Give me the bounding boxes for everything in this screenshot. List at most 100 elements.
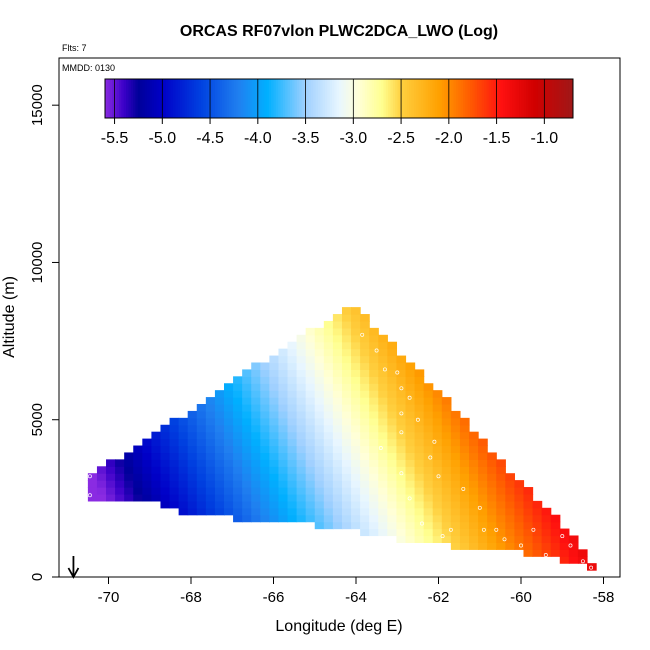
heatmap-cell [360,327,370,336]
heatmap-cell [351,397,361,405]
data-point [378,446,383,450]
heatmap-cell [450,487,461,495]
colorbar-segment [516,79,520,118]
heatmap-cell [332,327,343,336]
heatmap-cell [314,376,325,384]
colorbar-segment [158,79,162,118]
heatmap-cell [341,493,352,502]
heatmap-cell [260,438,270,447]
heatmap-cell [305,341,316,350]
colorbar-segment [425,79,429,118]
heatmap-cell [351,459,361,467]
heatmap-cell [369,404,379,412]
colorbar-tick-label: -2.5 [387,130,415,147]
heatmap-cell [233,410,243,419]
heatmap-cell [432,480,443,488]
heatmap-cell [423,431,434,440]
heatmap-cell [351,500,361,509]
colorbar-segment [348,79,352,118]
heatmap-cell [178,466,189,474]
heatmap-cell [214,410,225,419]
heatmap-cell [224,417,234,426]
heatmap-cell [233,417,243,426]
heatmap-cell [514,535,525,543]
heatmap-cell [287,424,298,433]
colorbar-segment [217,79,221,118]
colorbar-segment [364,79,368,118]
heatmap-cell [287,487,298,495]
heatmap-cell [459,507,470,516]
heatmap-cell [432,528,443,537]
heatmap-cell [369,528,379,537]
heatmap-cell [478,507,488,516]
heatmap-cell [242,459,252,467]
heatmap-cell [332,493,343,502]
heatmap-cell [514,528,525,537]
y-tick-label: 15000 [29,84,46,126]
heatmap-cell [478,514,488,523]
heatmap-cell [314,487,325,495]
heatmap-cell [441,514,452,523]
colorbar-segment [533,79,537,118]
heatmap-cell [106,487,116,495]
heatmap-cell [505,487,515,495]
heatmap-cell [269,424,280,433]
colorbar-segment [378,79,382,118]
heatmap-cell [423,404,434,412]
heatmap-cell [423,514,434,523]
heatmap-cell [332,438,343,447]
heatmap-cell [341,404,352,412]
heatmap-cell [251,390,261,398]
heatmap-cell [469,542,479,550]
heatmap-cell [541,535,552,543]
heatmap-cell [441,466,452,474]
heatmap-cell [233,487,243,495]
heatmap-cell [378,431,388,440]
heatmap-cell [405,487,416,495]
heatmap-cell [369,507,379,516]
heatmap-cell [151,480,162,488]
y-axis: 0 5000 10000 15000 [29,84,59,581]
heatmap-cell [96,466,107,474]
data-point [399,471,404,476]
colorbar-segment [196,79,200,118]
heatmap-cell [496,507,506,516]
colorbar-segment [219,79,223,118]
colorbar-segment [537,79,541,118]
heatmap-cell [360,507,370,516]
heatmap-cell [387,514,398,523]
heatmap-cell [214,487,225,495]
heatmap-cell [187,459,198,467]
heatmap-cell [224,445,234,454]
heatmap-cell [169,493,180,502]
heatmap-cell [242,376,252,384]
heatmap-cell [360,480,370,488]
heatmap-cell [450,507,461,516]
heatmap-cell [169,466,180,474]
heatmap-cell [351,376,361,384]
heatmap-cell [423,473,434,481]
heatmap-cell [360,410,370,419]
colorbar-segment [434,79,438,118]
heatmap-cell [314,521,325,530]
heatmap-cell [196,445,207,454]
heatmap-cell [568,535,579,543]
heatmap-cell [369,417,379,426]
heatmap-cell [332,500,343,509]
heatmap-cell [269,487,280,495]
colorbar-segment [493,79,497,118]
heatmap-cell [378,341,388,350]
colorbar-segment [233,79,237,118]
heatmap-cell [341,431,352,440]
heatmap-cell [115,466,125,474]
heatmap-cell [459,473,470,481]
colorbar-segment [147,79,150,118]
heatmap-cell [314,404,325,412]
heatmap-cell [459,487,470,495]
data-point [481,527,486,532]
heatmap-cell [296,473,307,481]
heatmap-cell [396,500,407,509]
heatmap-cell [405,459,416,467]
heatmap-cell [287,341,298,350]
heatmap-cell [214,417,225,426]
